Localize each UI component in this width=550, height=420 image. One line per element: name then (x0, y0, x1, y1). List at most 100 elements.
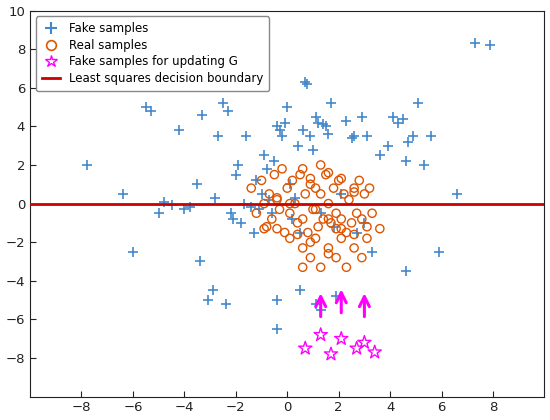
Point (327, 220, 336, 226)
Point (304, 229, 312, 236)
Point (337, 215, 345, 222)
Point (265, 196, 274, 203)
Point (388, 113, 397, 120)
Point (236, 220, 245, 226)
Point (316, 210, 325, 217)
Point (342, 117, 351, 124)
Point (255, 206, 263, 213)
Point (154, 210, 163, 217)
Point (376, 152, 384, 159)
Point (260, 225, 268, 232)
Point (329, 223, 338, 230)
Point (298, 215, 307, 222)
Point (285, 181, 294, 188)
Point (306, 133, 315, 139)
Point (360, 339, 369, 346)
Point (195, 258, 204, 265)
Point (337, 235, 345, 242)
Point (118, 191, 127, 197)
Point (226, 210, 235, 217)
Point (175, 127, 184, 134)
Point (319, 215, 328, 222)
Point (296, 287, 305, 294)
Point (275, 206, 284, 213)
Point (311, 235, 320, 242)
Point (293, 220, 302, 226)
Point (293, 142, 302, 149)
Point (311, 301, 320, 307)
Point (273, 194, 282, 201)
Point (414, 100, 423, 107)
Point (329, 185, 338, 192)
Point (316, 306, 325, 313)
Point (358, 113, 366, 120)
Point (342, 264, 351, 270)
Point (353, 345, 361, 352)
Point (306, 175, 315, 182)
Point (353, 210, 361, 217)
Point (278, 133, 287, 139)
Point (167, 202, 176, 209)
Point (288, 177, 297, 184)
Point (265, 191, 274, 197)
Point (301, 191, 310, 197)
Point (347, 134, 356, 141)
Point (262, 165, 271, 172)
Point (383, 142, 392, 149)
Point (309, 146, 317, 153)
Point (316, 191, 325, 197)
Point (257, 177, 266, 184)
Point (298, 165, 307, 172)
Point (293, 231, 302, 238)
Point (332, 225, 340, 232)
Point (267, 215, 276, 222)
Point (321, 171, 330, 178)
Point (257, 191, 266, 197)
Point (337, 335, 345, 342)
Point (419, 162, 428, 168)
Point (316, 162, 325, 168)
Point (278, 165, 287, 172)
Point (471, 40, 480, 47)
Point (296, 171, 305, 178)
Point (332, 293, 340, 299)
Point (260, 152, 268, 159)
Point (311, 113, 320, 120)
Point (262, 223, 271, 230)
Point (316, 331, 325, 338)
Point (280, 229, 289, 236)
Point (362, 133, 371, 139)
Point (314, 119, 322, 126)
Point (399, 115, 408, 122)
Legend: Fake samples, Real samples, Fake samples for updating G, Least squares decision : Fake samples, Real samples, Fake samples… (36, 16, 270, 91)
Point (273, 123, 282, 130)
Point (393, 119, 402, 126)
Point (208, 287, 217, 294)
Point (324, 131, 333, 137)
Point (321, 123, 330, 130)
Point (324, 250, 333, 257)
Point (229, 215, 238, 222)
Point (316, 264, 325, 270)
Point (324, 244, 333, 251)
Point (434, 249, 443, 255)
Point (247, 185, 256, 192)
Point (404, 139, 412, 145)
Point (350, 133, 359, 139)
Point (309, 206, 317, 213)
Point (358, 254, 366, 261)
Point (290, 200, 299, 207)
Point (427, 133, 436, 139)
Point (327, 100, 336, 107)
Point (401, 158, 410, 165)
Point (160, 198, 168, 205)
Point (213, 133, 222, 139)
Point (337, 225, 345, 232)
Point (376, 225, 384, 232)
Point (211, 194, 219, 201)
Point (267, 210, 276, 217)
Point (221, 301, 230, 307)
Point (324, 200, 333, 207)
Point (234, 162, 243, 168)
Point (203, 297, 212, 303)
